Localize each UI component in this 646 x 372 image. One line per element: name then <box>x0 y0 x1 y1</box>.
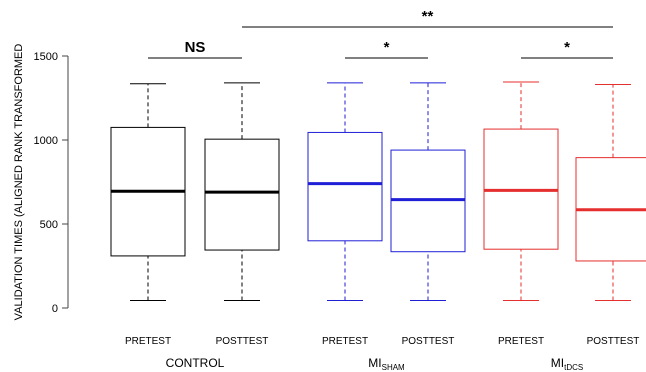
significance-annotations: NS * *** <box>148 8 613 59</box>
box-pretest-2 <box>307 82 383 301</box>
box-posttest-3 <box>390 82 466 301</box>
category-label: POSTTEST <box>216 336 269 347</box>
box-series <box>110 81 646 301</box>
box-posttest-5 <box>575 84 646 301</box>
box-iqr <box>204 138 280 251</box>
y-axis-label: VALIDATION TIMES (ALIGNED RANK TRANSFORM… <box>13 44 25 321</box>
group-label: MItDCS <box>551 356 583 372</box>
box-pretest-0 <box>110 83 186 301</box>
significance-label: NS <box>185 39 206 56</box>
x-axis-labels: PRETEST POSTTEST PRETEST POSTTEST PRETEST POS… <box>125 336 639 372</box>
category-label: PRETEST <box>498 336 544 347</box>
category-label: PRETEST <box>322 336 368 347</box>
box-posttest-1 <box>204 82 280 301</box>
box-iqr <box>307 131 383 242</box>
y-tick-label: 1000 <box>34 135 58 147</box>
significance-label: * <box>564 39 570 56</box>
group-label: CONTROL <box>166 356 225 370</box>
y-tick-label: 1500 <box>34 51 58 63</box>
significance-label: ** <box>422 8 434 25</box>
category-label: POSTTEST <box>587 336 640 347</box>
y-axis: 0 500 1000 1500 <box>34 51 69 315</box>
box-pretest-4 <box>483 81 559 301</box>
y-tick-label: 500 <box>40 219 58 231</box>
category-label: PRETEST <box>125 336 171 347</box>
y-tick-label: 0 <box>52 303 58 315</box>
category-label: POSTTEST <box>402 336 455 347</box>
group-label: MISHAM <box>368 356 405 372</box>
significance-label: * <box>384 39 390 56</box>
